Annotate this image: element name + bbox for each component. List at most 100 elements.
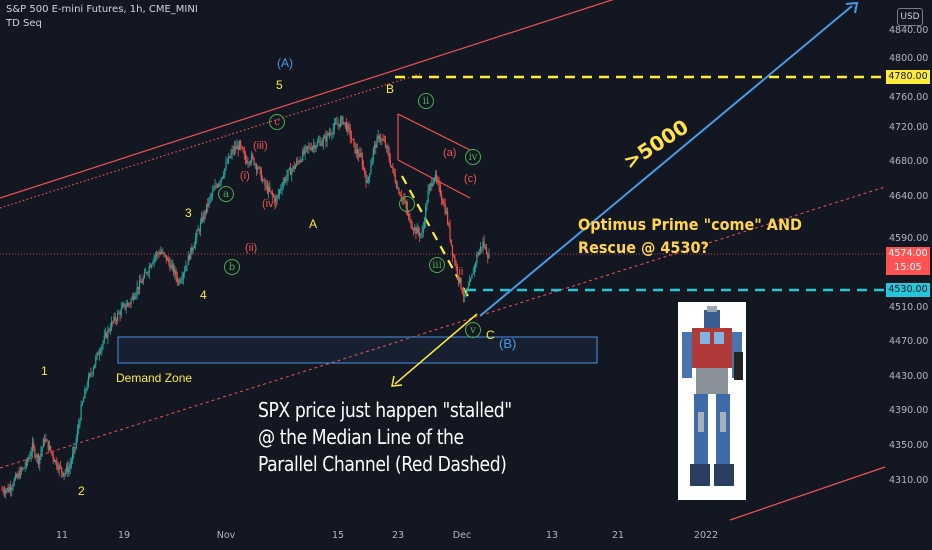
wave-label-5: 5 [276,78,283,92]
candle-body [376,137,378,148]
candle-body [41,447,43,452]
candle-body [352,139,354,141]
candle-body [389,159,391,166]
candle-body [222,174,225,177]
candle-body [61,467,63,473]
candle-body [464,294,466,297]
candle-body [13,479,15,486]
candle-body [25,460,27,467]
candle-body [185,266,187,271]
candle-body [355,149,357,154]
candle-body [56,460,58,468]
candle-body [164,253,166,256]
candle-body [350,137,353,140]
candle-body [134,296,136,300]
candle-body [225,162,227,169]
candle-body [114,316,116,321]
subwave-c-red: (c) [464,173,477,185]
candle-body [305,146,307,148]
candle-body [247,162,249,164]
candle-body [475,263,477,266]
y-tick-label: 4470.00 [889,336,929,347]
candle-body [219,182,221,184]
candle-body [296,161,298,166]
candle-body [70,460,72,465]
candle-body [343,122,345,124]
candle-body [479,246,482,252]
support-level-tag: 4530.00 [886,283,930,297]
candle-body [285,178,287,181]
candle-body [177,280,180,282]
y-tick-label: 4390.00 [889,405,929,416]
candle-body [348,124,350,128]
candle-body [450,239,452,246]
candle-body [386,146,388,148]
indicator-label[interactable]: TD Seq [6,18,42,29]
candle-body [63,473,65,477]
candle-body [96,352,98,358]
candle-body [268,186,270,193]
candle-body [193,245,195,249]
candle-body [244,154,247,161]
candle-body [121,305,124,309]
candle-body [431,183,433,187]
subwave-a: a [218,186,234,202]
candle-body [261,179,264,181]
candle-body [125,306,127,309]
candle-body [412,229,415,231]
candle-body [92,368,94,374]
candle-body [84,389,86,399]
candle-body [294,165,297,169]
candle-body [365,174,367,183]
candle-body [23,467,25,469]
candle-body [258,167,260,169]
candle-body [280,188,282,191]
candle-body [151,264,153,268]
subwave-i: (i) [240,170,250,182]
candle-body [118,312,120,314]
upper-channel-dotted-line [0,73,421,209]
candle-body [135,293,137,297]
analysis-note-line1: SPX price just happen "stalled" [258,398,512,422]
candle-body [81,402,83,405]
candle-body [191,247,193,251]
candle-body [359,153,361,157]
candle-body [226,162,228,164]
candle-body [215,185,217,187]
candle-body [310,148,312,150]
candle-body [108,329,110,331]
candle-body [220,178,222,183]
candle-body [160,252,163,254]
robot-image [678,302,746,500]
candle-body [86,385,88,390]
candle-body [24,466,26,468]
chart-title: S&P 500 E-mini Futures, 1h, CME_MINI [6,4,198,15]
candle-body [180,279,182,283]
candle-body [2,489,4,492]
candle-body [275,199,277,203]
y-tick-label: 4430.00 [889,371,929,382]
subwave-a-red: (a) [443,147,457,159]
candle-body [372,148,374,159]
candle-body [153,256,155,262]
candle-body [5,490,7,494]
candle-body [45,439,47,442]
candle-body [300,160,303,162]
candle-body [354,142,356,154]
candle-body [399,193,401,196]
candle-body [20,469,23,471]
subwave-i-green: i [399,196,415,212]
currency-badge[interactable]: USD [897,8,923,26]
candle-body [64,471,66,474]
candle-body [367,177,370,181]
candle-body [432,182,434,187]
x-tick-label: 13 [545,530,559,541]
candle-body [414,227,416,231]
candle-body [205,203,208,214]
candle-body [76,429,79,439]
candle-body [297,161,299,162]
candle-body [34,447,36,457]
candle-body [12,485,14,488]
candle-body [291,169,293,176]
